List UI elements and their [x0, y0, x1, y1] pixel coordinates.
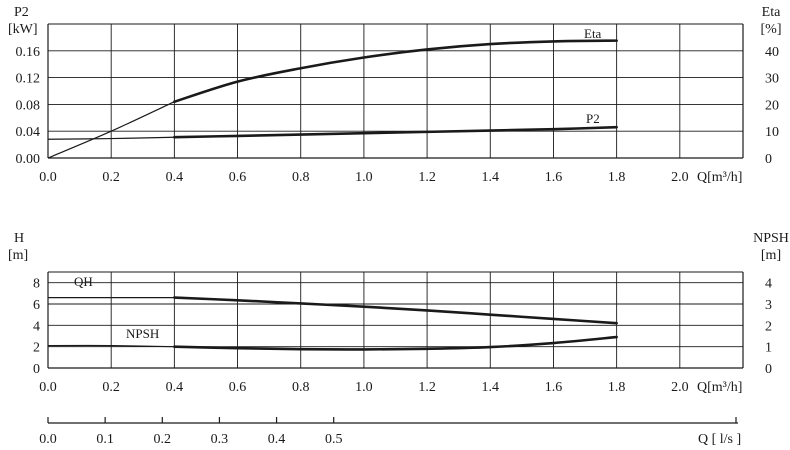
left-tick-label: 4: [33, 319, 40, 334]
x-tick-label: 0.4: [166, 380, 184, 395]
left-axis-unit: [m]: [8, 248, 28, 263]
x-tick-label: 1.0: [355, 380, 373, 395]
left-axis-unit: [kW]: [8, 22, 38, 37]
right-tick-label: 2: [765, 319, 772, 334]
left-axis-label: H: [14, 231, 24, 246]
right-axis-label: NPSH: [753, 231, 789, 246]
left-axis-label: P2: [14, 5, 29, 20]
secondary-x-tick-label: 0.3: [211, 432, 229, 447]
right-tick-label: 0: [765, 152, 772, 167]
secondary-x-tick-label: 0.4: [268, 432, 286, 447]
p2-curve: [173, 125, 618, 139]
right-tick-label: 0: [765, 362, 772, 377]
x-tick-label: 0.0: [39, 170, 57, 185]
npsh-curve-extrapolated: [47, 344, 175, 348]
left-tick-label: 0.00: [16, 152, 41, 167]
right-axis-label: Eta: [762, 5, 781, 20]
right-tick-label: 20: [765, 98, 779, 113]
npsh-curve: [173, 335, 618, 351]
right-axis-unit: [m]: [761, 248, 781, 263]
x-tick-label: 2.0: [671, 170, 689, 185]
right-tick-label: 30: [765, 72, 779, 87]
left-tick-label: 0.08: [16, 98, 41, 113]
x-tick-label: 2.0: [671, 380, 689, 395]
npsh-series-label: NPSH: [126, 326, 159, 341]
x-axis-title: Q[m³/h]: [697, 170, 742, 185]
right-tick-label: 4: [765, 277, 772, 292]
secondary-x-tick-label: 0.2: [154, 432, 172, 447]
x-tick-label: 1.8: [608, 170, 626, 185]
x-axis-title: Q[m³/h]: [697, 380, 742, 395]
x-tick-label: 0.2: [102, 380, 120, 395]
x-tick-label: 1.4: [482, 380, 500, 395]
x-tick-label: 1.4: [482, 170, 500, 185]
left-tick-label: 8: [33, 277, 40, 292]
p2-curve-extrapolated: [47, 136, 175, 140]
right-axis-unit: [%]: [761, 22, 782, 37]
x-tick-label: 0.8: [292, 380, 310, 395]
x-tick-label: 0.8: [292, 170, 310, 185]
left-tick-label: 0: [33, 362, 40, 377]
left-tick-label: 0.12: [16, 72, 41, 87]
eta-curve-extrapolated: [47, 101, 175, 159]
x-tick-label: 0.2: [102, 170, 120, 185]
left-tick-label: 0.04: [16, 125, 41, 140]
x-tick-label: 0.6: [229, 170, 247, 185]
x-tick-label: 1.8: [608, 380, 626, 395]
x-tick-label: 0.6: [229, 380, 247, 395]
left-tick-label: 6: [33, 298, 40, 313]
x-tick-label: 1.6: [545, 170, 563, 185]
right-tick-label: 40: [765, 45, 779, 60]
x-tick-label: 0.0: [39, 380, 57, 395]
qh-curve: [173, 296, 618, 325]
x-tick-label: 0.4: [166, 170, 184, 185]
eta-series-label: Eta: [584, 26, 602, 41]
right-tick-label: 10: [765, 125, 779, 140]
x-tick-label: 1.2: [418, 380, 436, 395]
qh-series-label: QH: [74, 274, 93, 289]
secondary-x-tick-label: 0.1: [96, 432, 114, 447]
secondary-x-tick-label: 0.5: [325, 432, 343, 447]
x-tick-label: 1.0: [355, 170, 373, 185]
right-tick-label: 3: [765, 298, 772, 313]
p2-series-label: P2: [586, 111, 600, 126]
right-tick-label: 1: [765, 341, 772, 356]
left-tick-label: 0.16: [16, 45, 41, 60]
eta-curve: [173, 39, 618, 104]
secondary-x-axis-title: Q [ l/s ]: [698, 432, 741, 447]
x-tick-label: 1.2: [418, 170, 436, 185]
x-tick-label: 1.6: [545, 380, 563, 395]
secondary-x-tick-label: 0.0: [39, 432, 57, 447]
left-tick-label: 2: [33, 341, 40, 356]
